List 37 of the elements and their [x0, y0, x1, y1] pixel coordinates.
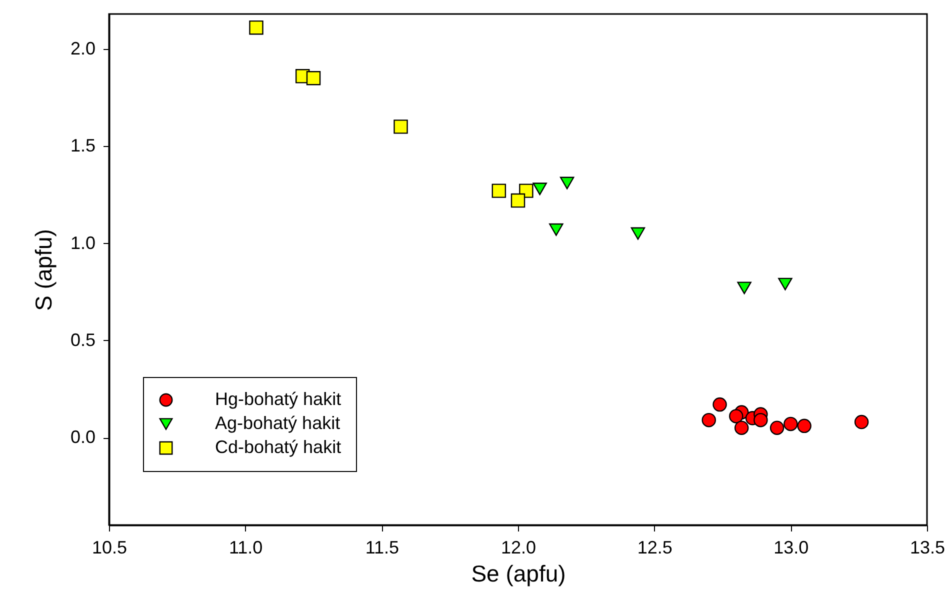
x-tick-label: 13.0	[774, 538, 809, 558]
y-tick-label: 1.5	[70, 136, 96, 156]
point	[729, 409, 744, 424]
point	[737, 282, 752, 294]
point	[549, 223, 564, 236]
y-axis-title: S (apfu)	[30, 229, 56, 311]
point	[630, 227, 646, 240]
point	[532, 182, 547, 196]
point	[770, 420, 784, 435]
x-tick-label: 11.5	[365, 538, 400, 558]
point	[394, 120, 408, 134]
point	[712, 397, 727, 412]
point	[778, 278, 792, 290]
x-tick-label: 13.5	[910, 538, 946, 558]
point	[854, 414, 869, 430]
y-tick-label: 2.0	[70, 38, 96, 58]
x-tick-label: 11.0	[228, 538, 263, 558]
point	[306, 71, 321, 86]
x-tick-label: 12.5	[637, 538, 672, 558]
point	[249, 20, 264, 35]
y-tick-label: 0.0	[70, 427, 96, 448]
point	[702, 412, 716, 428]
point	[560, 176, 574, 190]
point	[492, 184, 506, 198]
point	[754, 412, 768, 428]
point	[510, 193, 526, 208]
point	[797, 418, 812, 434]
y-tick-label: 0.5	[70, 330, 96, 350]
legend-label: Cd-bohatý hakit	[215, 437, 342, 457]
legend-label: Hg-bohatý hakit	[215, 389, 342, 409]
point	[784, 416, 798, 432]
x-tick-label: 10.5	[92, 538, 128, 558]
x-axis-title: Se (apfu)	[471, 560, 566, 586]
y-tick-label: 1.0	[70, 232, 96, 253]
legend-label: Ag-bohatý hakit	[215, 413, 340, 433]
point	[734, 420, 749, 435]
x-tick-label: 12.0	[500, 538, 536, 558]
